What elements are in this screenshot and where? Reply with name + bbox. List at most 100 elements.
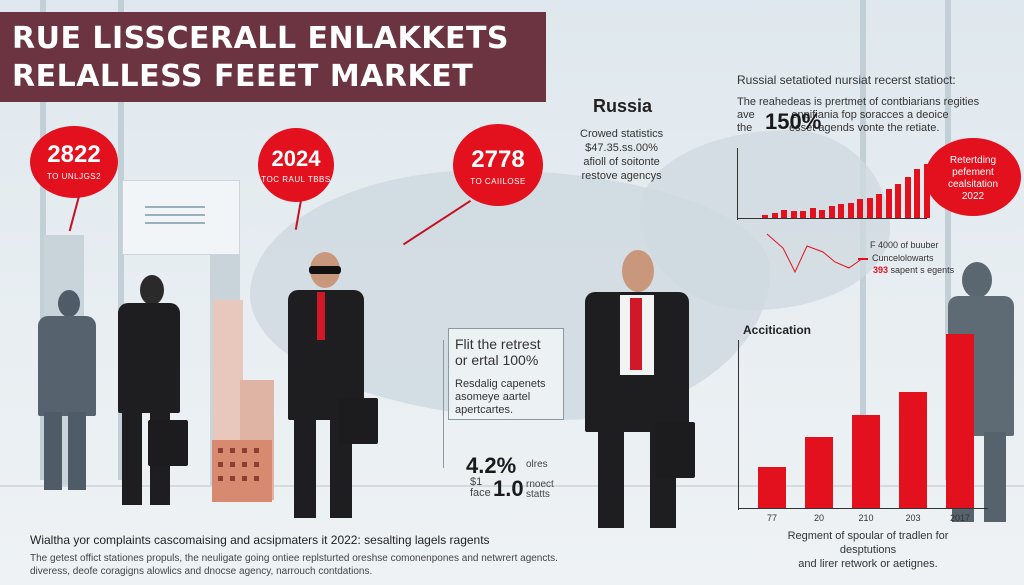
info-body-line: asomeye aartel [455,391,531,403]
chart-bar [857,199,863,218]
callout-line: pefement [952,167,994,178]
money-prefix-line: face [470,487,491,499]
russia-map-shape [640,130,890,310]
money-stat: 1.0 [493,476,524,501]
floor-line [0,485,1024,487]
stats-line: Crowed statistics [580,128,664,140]
money-note-line: rnoect [526,479,554,490]
chart-bar [781,209,787,218]
building-illustration [213,300,243,440]
trend-line [766,233,864,274]
chart-bar [946,333,974,508]
stats-line: restove agencys [581,170,662,182]
summary-text: diveress, deofe coragigns alowlics and d… [30,566,373,577]
chart-bar [838,204,844,218]
bubble-value: 2822 [47,141,101,168]
chart-bar [904,177,911,218]
x-tick-label: 77 [766,513,777,523]
year-bubble: 2778 TO CAIILOSE [453,124,543,206]
caption-line: and lirer retwork or aetignes. [798,558,938,570]
summary-headline: Wialtha yor complaints cascomaising and … [30,533,490,547]
legend-text: F 4000 of buuber [870,240,939,250]
chart-bar [876,194,882,218]
bubble-value: 2024 [271,146,321,171]
title-line-1: RUE LISSCERALL ENLAKKETS [12,21,510,56]
russia-stats: Crowed statistics $47.35.ss.00% afioll o… [580,127,663,183]
chart-bar [914,168,920,218]
callout-line: Retertding [949,155,997,166]
chart-x-axis [738,508,988,509]
money-prefix: $1 face [470,477,491,499]
chart-caption: Regment of spoular of tradlen for desptu… [758,529,978,571]
percent-stat: 4.2% [466,453,517,478]
briefcase-icon [338,398,378,444]
legend-number: 393 [873,265,889,275]
info-title-line: Flit the retrest [455,336,541,352]
chart-x-axis [737,218,927,219]
window-frame [945,0,951,480]
info-box [448,328,564,420]
bubble-caption: TO CAIILOSE [470,177,526,186]
stats-heading: Russial setatioted nursiat recerst stati… [737,73,956,87]
year-bubble: 2822 TO UNLJGS2 [30,126,118,198]
stats-line: $47.35.ss.00% [585,142,658,154]
description-line: ave enpifiania fop soracces a deoice [737,109,949,121]
legend-item: F 4000 of buuber [870,240,939,250]
description-line: The reahedeas is prertmet of contbiarian… [737,96,980,108]
chart-bar [805,436,833,508]
info-body-line: Resdalig capenets [455,378,546,390]
chart-bar [762,214,768,218]
stats-description: The reahedeas is prertmet of contbiarian… [737,96,979,135]
chart-bar [885,189,892,218]
highlight-percent: 150% [765,109,822,134]
connector-line [443,340,444,468]
legend-text: sapent s egents [890,265,955,275]
window-frame [40,0,46,480]
chart-title: Accitication [743,323,812,337]
briefcase-icon [148,420,188,466]
chart-y-axis [738,340,739,510]
bubble-caption: TO UNLJGS2 [46,172,102,181]
building-illustration [212,440,272,502]
chart-bar [771,212,778,218]
percent-note: olres [526,459,548,470]
chart-bar [800,211,806,218]
description-line: the esset agends vonte the retiate. [737,122,940,134]
info-box-body: Resdalig capenets asomeye aartel apertca… [455,378,546,417]
chart-bar [828,206,835,218]
money-note: rnoect statts [526,480,554,500]
legend-swatch [858,257,868,260]
legend-text: Cuncelolowarts [872,253,934,263]
region-title: Russia [593,96,653,116]
briefcase-icon [655,422,695,478]
x-tick-label: 2017 [949,513,971,523]
x-tick-label: 203 [905,513,921,523]
stats-line: afioll of soitonte [583,156,660,168]
callout-bubble: Retertding pefement cealsitation 2022 [925,138,1021,216]
chart-bar [819,209,825,218]
year-bubble: 2024 TOC RAUL TBBS [258,128,334,202]
x-tick-label: 20 [813,513,824,523]
title-line-2: RELALLESS FEEET MARKET [12,59,474,94]
chart-bar [809,207,816,218]
bubble-value: 2778 [471,146,525,173]
window-frame [118,0,124,480]
info-body-line: apertcartes. [455,404,514,416]
bubble-pointer [68,196,80,232]
summary-text: The getest offict stationes propuls, the… [30,553,558,564]
info-title-line: or ertal 100% [455,352,539,368]
chart-bar [899,392,927,508]
callout-line: 2022 [961,191,985,202]
chart-bar [923,163,930,218]
caption-line: Regment of spoular of tradlen for desptu… [787,530,949,556]
bubble-caption: TOC RAUL TBBS [261,175,331,184]
x-tick-label: 210 [858,513,874,523]
legend-item: Cuncelolowarts [858,253,934,263]
callout-line: cealsitation [947,179,999,190]
info-box-title: Flit the retrest or ertal 100% [455,336,541,368]
legend-item: 393 sapent s egents [873,265,954,275]
chart-bar [758,467,786,508]
chart-bar [847,202,854,218]
money-prefix-line: $1 [470,476,483,488]
chart-bar [852,415,880,508]
